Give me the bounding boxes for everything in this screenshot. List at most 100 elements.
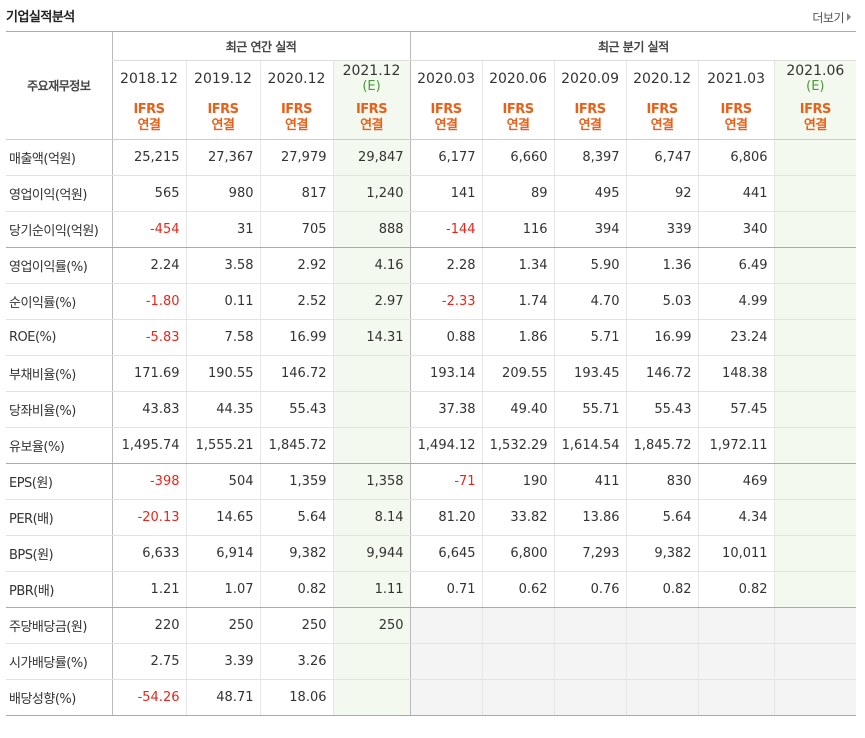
row-label: ROE(%) (6, 319, 112, 356)
consolidation-type: 연결 (434, 118, 458, 133)
accounting-type-header: IFRS 연결 (625, 97, 699, 140)
table-cell: 5.71 (553, 319, 627, 356)
table-cell: 148.38 (697, 355, 775, 392)
table-row: BPS(원) 6,633 6,914 9,382 9,944 6,645 6,800 7,29… (6, 535, 857, 572)
consolidation-type: 연결 (803, 118, 827, 133)
period-label: 2020.06 (489, 71, 547, 87)
table-cell: 81.20 (409, 499, 483, 536)
period-header: 2020.12 (625, 60, 699, 97)
consolidation-type: 연결 (724, 118, 748, 133)
table-cell: 1,532.29 (481, 427, 555, 464)
table-cell: 250 (185, 607, 260, 644)
table-cell: 6,914 (185, 535, 260, 572)
accounting-type-header: IFRS 연결 (481, 97, 555, 140)
table-cell: 55.71 (553, 391, 627, 428)
table-cell: 89 (481, 175, 555, 212)
financial-table: 주요재무정보 최근 연간 실적 최근 분기 실적 2018.12 2019.12 2… (6, 31, 857, 716)
table-cell: 27,367 (185, 139, 260, 176)
period-header: 2020.03 (409, 60, 483, 97)
table-cell: 13.86 (553, 499, 627, 536)
table-cell: 6,800 (481, 535, 555, 572)
table-cell: 1.36 (625, 247, 699, 284)
table-cell (481, 679, 555, 716)
row-label: 시가배당률(%) (6, 643, 112, 680)
table-cell (773, 175, 857, 212)
row-label: EPS(원) (6, 463, 112, 500)
accounting-type-header: IFRS 연결 (553, 97, 627, 140)
accounting-standard: IFRS (502, 102, 535, 117)
table-cell: 1,494.12 (409, 427, 483, 464)
table-cell: 4.16 (332, 247, 411, 284)
quarter-group-header: 최근 분기 실적 (409, 31, 857, 61)
accounting-type-header: IFRS 연결 (773, 97, 857, 140)
table-cell: 55.43 (625, 391, 699, 428)
table-cell: 1,972.11 (697, 427, 775, 464)
table-row: 시가배당률(%) 2.75 3.39 3.26 (6, 643, 857, 680)
table-cell: 0.82 (697, 571, 775, 608)
row-label: 매출액(억원) (6, 139, 112, 176)
table-cell: 29,847 (332, 139, 411, 176)
table-cell: 340 (697, 211, 775, 248)
row-label: 순이익률(%) (6, 283, 112, 320)
table-cell (625, 643, 699, 680)
table-cell (332, 355, 411, 392)
table-cell: 8,397 (553, 139, 627, 176)
table-cell (409, 643, 483, 680)
table-cell: 980 (185, 175, 260, 212)
table-cell (697, 679, 775, 716)
consolidation-type: 연결 (650, 118, 674, 133)
consolidation-type: 연결 (137, 118, 161, 133)
table-cell: 55.43 (259, 391, 333, 428)
period-header: 2020.09 (553, 60, 627, 97)
table-cell (773, 535, 857, 572)
row-label: 배당성향(%) (6, 679, 112, 716)
table-cell: 9,382 (259, 535, 333, 572)
row-label: PER(배) (6, 499, 112, 536)
table-cell: 9,382 (625, 535, 699, 572)
row-label: 당좌비율(%) (6, 391, 112, 428)
table-cell: 6,660 (481, 139, 555, 176)
table-cell: 504 (185, 463, 260, 500)
table-cell: 4.70 (553, 283, 627, 320)
period-header: 2019.12 (185, 60, 260, 97)
table-row: 영업이익(억원) 565 980 817 1,240 141 89 495 92 441 (6, 175, 857, 212)
table-row: 순이익률(%) -1.80 0.11 2.52 2.97 -2.33 1.74 4.70 5.0… (6, 283, 857, 320)
accounting-standard: IFRS (430, 102, 463, 117)
table-cell: 6,747 (625, 139, 699, 176)
table-cell (773, 463, 857, 500)
table-cell: 92 (625, 175, 699, 212)
table-cell: 18.06 (259, 679, 333, 716)
table-cell: -54.26 (111, 679, 186, 716)
accounting-type-header: IFRS 연결 (409, 97, 483, 140)
table-cell: 1.74 (481, 283, 555, 320)
table-row: ROE(%) -5.83 7.58 16.99 14.31 0.88 1.86 5.71 16.… (6, 319, 857, 356)
period-label: 2020.12 (267, 71, 326, 87)
table-row: EPS(원) -398 504 1,359 1,358 -71 190 411 830 469 (6, 463, 857, 500)
table-cell: 5.90 (553, 247, 627, 284)
table-cell: 5.64 (625, 499, 699, 536)
table-cell: 23.24 (697, 319, 775, 356)
table-cell: 830 (625, 463, 699, 500)
table-row: 당기순이익(억원) -454 31 705 888 -144 116 394 339 340 (6, 211, 857, 248)
period-label: 2019.12 (194, 71, 252, 87)
table-cell (773, 499, 857, 536)
table-cell: 43.83 (111, 391, 186, 428)
table-cell (481, 643, 555, 680)
table-cell: 141 (409, 175, 483, 212)
consolidation-type: 연결 (211, 118, 235, 133)
table-cell: 1.07 (185, 571, 260, 608)
table-cell: 2.97 (332, 283, 411, 320)
table-cell: 888 (332, 211, 411, 248)
accounting-type-header: IFRS 연결 (111, 97, 186, 140)
table-cell: 4.34 (697, 499, 775, 536)
period-label: 2020.12 (633, 71, 691, 87)
table-cell (773, 211, 857, 248)
table-cell: 5.03 (625, 283, 699, 320)
period-label: 2021.03 (707, 71, 765, 87)
table-cell: 1,240 (332, 175, 411, 212)
table-row: 배당성향(%) -54.26 48.71 18.06 (6, 679, 857, 716)
table-cell (773, 355, 857, 392)
accounting-standard: IFRS (280, 102, 313, 117)
more-link[interactable]: 더보기 (812, 9, 851, 26)
estimate-label: (E) (362, 79, 381, 94)
